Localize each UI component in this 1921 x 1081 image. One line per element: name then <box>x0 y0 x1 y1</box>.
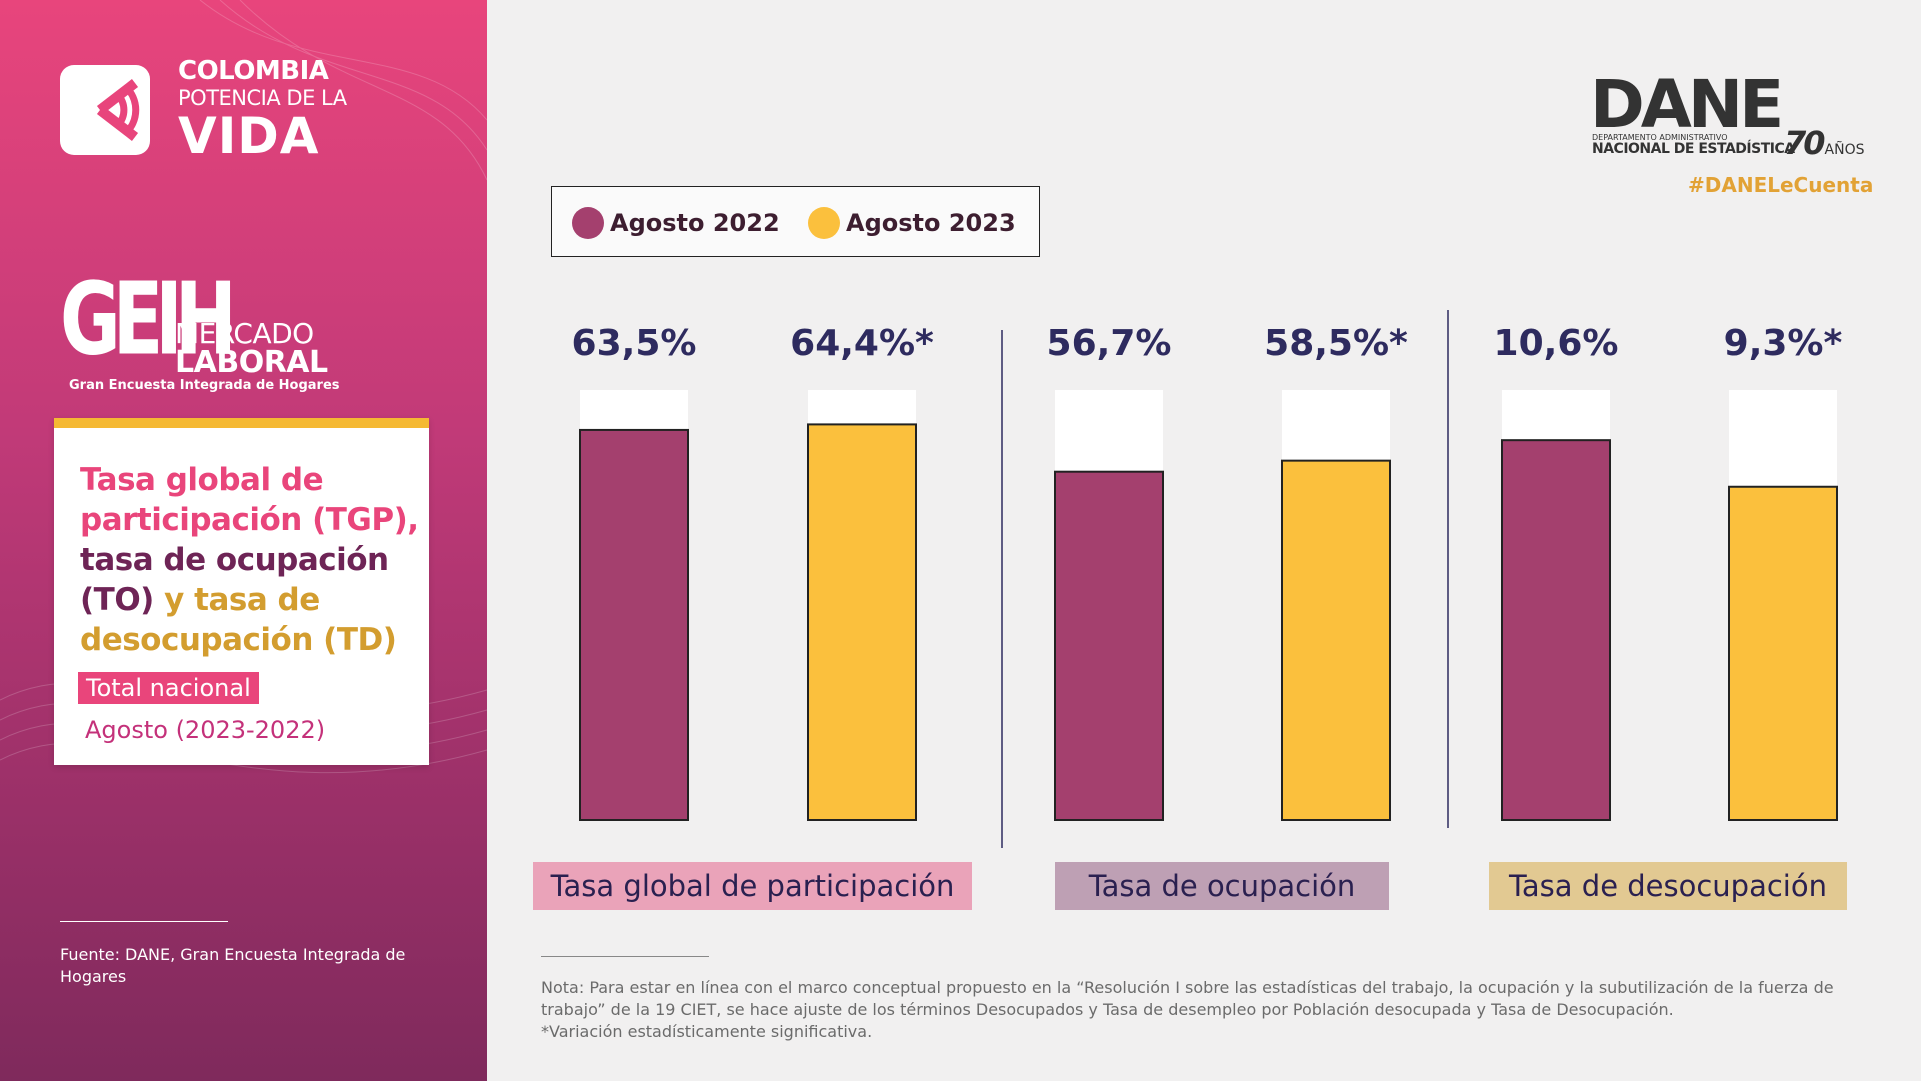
source-text: Fuente: DANE, Gran Encuesta Integrada de… <box>60 945 406 986</box>
footnote: Nota: Para estar en línea con el marco c… <box>541 977 1861 1043</box>
brand-line3: VIDA <box>178 107 320 165</box>
legend-item-2022: Agosto 2022 <box>572 207 780 239</box>
source-divider <box>60 921 228 922</box>
info-card: Tasa global de participación (TGP), tasa… <box>54 418 429 765</box>
data-label-td-2023: 9,3%* <box>1724 323 1843 364</box>
dane-line2: NACIONAL DE ESTADÍSTICA <box>1592 141 1795 157</box>
category-tag-tgp: Tasa global de participación <box>533 862 972 910</box>
dane-line1: DEPARTAMENTO ADMINISTRATIVO <box>1592 133 1728 142</box>
geih-line1: MERCADO <box>175 317 314 350</box>
bar-to-2022 <box>1054 470 1164 821</box>
data-label-td-2022: 10,6% <box>1494 323 1619 364</box>
data-label-to-2023: 58,5%* <box>1264 323 1408 364</box>
footnote-text: Nota: Para estar en línea con el marco c… <box>541 978 1834 1019</box>
footnote-significance: *Variación estadísticamente significativ… <box>541 1022 873 1041</box>
legend-swatch-2022 <box>572 207 604 239</box>
category-tag-td: Tasa de desocupación <box>1489 862 1847 910</box>
title-part-to: tasa de ocupación (TO) <box>80 542 389 618</box>
note-divider <box>541 956 709 957</box>
legend-label-2023: Agosto 2023 <box>846 209 1016 237</box>
title-part-td: y tasa de desocupación (TD) <box>80 582 397 658</box>
dane-years: 70 <box>1784 124 1825 162</box>
bar-tgp-2023 <box>807 423 917 821</box>
data-label-tgp-2023: 64,4%* <box>790 323 934 364</box>
sidebar-panel: COLOMBIA POTENCIA DE LA VIDA GEIH MERCAD… <box>0 0 487 1081</box>
dane-anniversary: 70 AÑOS <box>1784 124 1865 162</box>
bar-td-2023 <box>1728 485 1838 821</box>
colombia-logo-icon <box>60 64 150 155</box>
bar-to-2023 <box>1281 459 1391 821</box>
geih-logo-text: GEIH <box>60 261 237 378</box>
dane-logo: DANE DEPARTAMENTO ADMINISTRATIVO NACIONA… <box>1590 66 1865 163</box>
brand-line2: POTENCIA DE LA <box>178 86 347 110</box>
data-label-tgp-2022: 63,5% <box>572 323 697 364</box>
dane-years-label: AÑOS <box>1824 142 1865 158</box>
legend-label-2022: Agosto 2022 <box>610 209 780 237</box>
bar-td-2022 <box>1501 439 1611 821</box>
geih-logo: GEIH MERCADO LABORAL Gran Encuesta Integ… <box>60 270 340 393</box>
colombia-logo: COLOMBIA POTENCIA DE LA VIDA <box>60 58 347 161</box>
geih-line2: LABORAL <box>175 345 328 380</box>
legend-item-2023: Agosto 2023 <box>808 207 1016 239</box>
dane-wordmark: DANE <box>1590 66 1784 143</box>
category-tag-to: Tasa de ocupación <box>1055 862 1389 910</box>
chart-legend: Agosto 2022 Agosto 2023 <box>551 186 1040 257</box>
geih-subtitle: Gran Encuesta Integrada de Hogares <box>69 378 340 393</box>
chart-title: Tasa global de participación (TGP), tasa… <box>80 460 420 660</box>
brand-line1: COLOMBIA <box>178 56 329 86</box>
total-nacional-tag: Total nacional <box>78 672 259 704</box>
legend-swatch-2023 <box>808 207 840 239</box>
bar-tgp-2022 <box>579 428 689 821</box>
hashtag: #DANELeCuenta <box>1688 173 1874 197</box>
period-label: Agosto (2023-2022) <box>85 716 326 744</box>
data-label-to-2022: 56,7% <box>1047 323 1172 364</box>
title-part-tgp: Tasa global de participación (TGP), <box>80 462 419 538</box>
